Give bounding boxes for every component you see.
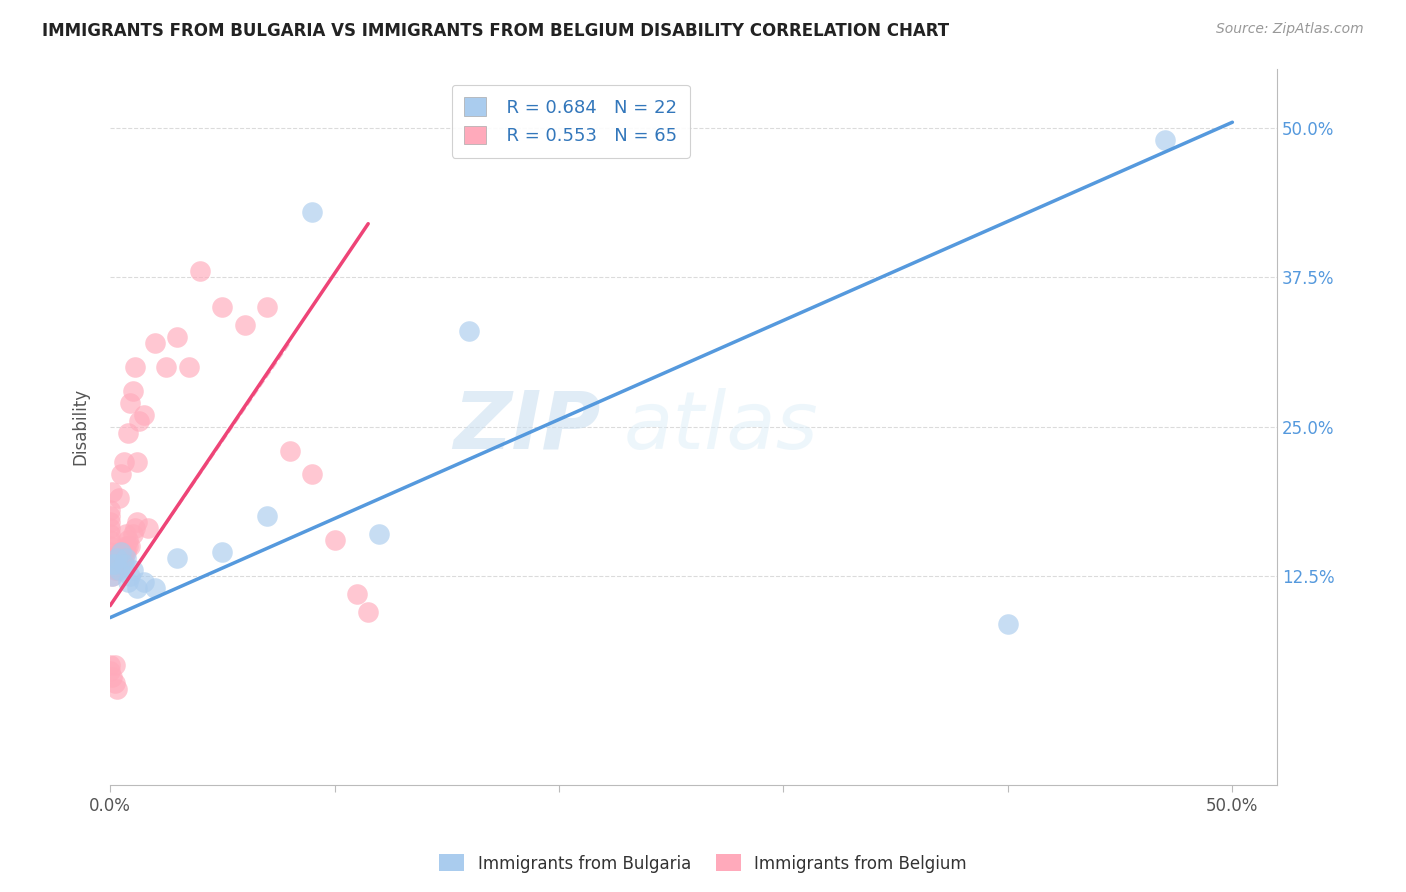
Point xyxy=(120,396,142,410)
Legend: Immigrants from Bulgaria, Immigrants from Belgium: Immigrants from Bulgaria, Immigrants fro… xyxy=(433,847,973,880)
Point xyxy=(98,503,121,517)
Point xyxy=(98,527,121,541)
Point xyxy=(188,264,211,278)
Point xyxy=(121,527,143,541)
Point xyxy=(132,574,155,589)
Point xyxy=(112,545,135,559)
Point xyxy=(121,563,143,577)
Point xyxy=(114,539,136,553)
Point xyxy=(301,467,323,482)
Point xyxy=(98,509,121,524)
Point xyxy=(323,533,346,547)
Point xyxy=(110,545,132,559)
Point xyxy=(136,521,159,535)
Point xyxy=(108,491,131,506)
Point xyxy=(117,425,139,440)
Point xyxy=(103,658,125,673)
Point xyxy=(166,330,188,344)
Point xyxy=(101,569,124,583)
Point xyxy=(357,605,380,619)
Point xyxy=(101,670,124,684)
Point xyxy=(346,587,368,601)
Point xyxy=(117,533,139,547)
Point xyxy=(125,581,148,595)
Point xyxy=(114,551,136,566)
Point xyxy=(301,204,323,219)
Point xyxy=(110,551,132,566)
Point xyxy=(124,521,146,535)
Point xyxy=(98,545,121,559)
Point xyxy=(143,336,166,351)
Point xyxy=(114,527,136,541)
Point xyxy=(143,581,166,595)
Point xyxy=(105,551,128,566)
Point xyxy=(101,569,124,583)
Point xyxy=(103,557,125,571)
Point xyxy=(120,539,142,553)
Point xyxy=(177,359,200,374)
Point xyxy=(103,557,125,571)
Point xyxy=(117,539,139,553)
Point xyxy=(105,557,128,571)
Point xyxy=(125,455,148,469)
Point xyxy=(458,324,481,338)
Point xyxy=(105,563,128,577)
Point xyxy=(368,527,391,541)
Point xyxy=(211,545,233,559)
Point xyxy=(108,557,131,571)
Point xyxy=(110,557,132,571)
Point xyxy=(112,551,135,566)
Point xyxy=(105,682,128,697)
Point xyxy=(98,521,121,535)
Point xyxy=(103,551,125,566)
Point xyxy=(997,616,1019,631)
Point xyxy=(101,485,124,500)
Point xyxy=(110,467,132,482)
Point xyxy=(98,551,121,566)
Point xyxy=(117,574,139,589)
Point xyxy=(112,455,135,469)
Point xyxy=(124,359,146,374)
Point xyxy=(120,569,142,583)
Text: Source: ZipAtlas.com: Source: ZipAtlas.com xyxy=(1216,22,1364,37)
Point xyxy=(108,545,131,559)
Text: atlas: atlas xyxy=(624,388,818,466)
Point xyxy=(233,318,256,333)
Point xyxy=(256,509,278,524)
Point xyxy=(211,300,233,314)
Point xyxy=(114,545,136,559)
Point xyxy=(98,557,121,571)
Point xyxy=(125,515,148,529)
Point xyxy=(98,658,121,673)
Point xyxy=(101,557,124,571)
Point xyxy=(103,563,125,577)
Point xyxy=(98,539,121,553)
Point xyxy=(110,545,132,559)
Point xyxy=(98,533,121,547)
Point xyxy=(98,515,121,529)
Point xyxy=(108,563,131,577)
Point xyxy=(132,408,155,422)
Point xyxy=(108,551,131,566)
Legend:   R = 0.684   N = 22,   R = 0.553   N = 65: R = 0.684 N = 22, R = 0.553 N = 65 xyxy=(451,85,690,158)
Point xyxy=(256,300,278,314)
Y-axis label: Disability: Disability xyxy=(72,388,89,466)
Point xyxy=(1154,133,1177,147)
Point xyxy=(98,665,121,679)
Point xyxy=(278,443,301,458)
Text: ZIP: ZIP xyxy=(453,388,600,466)
Point xyxy=(105,551,128,566)
Point xyxy=(166,551,188,566)
Point xyxy=(103,676,125,690)
Point xyxy=(121,384,143,398)
Point xyxy=(128,414,150,428)
Text: IMMIGRANTS FROM BULGARIA VS IMMIGRANTS FROM BELGIUM DISABILITY CORRELATION CHART: IMMIGRANTS FROM BULGARIA VS IMMIGRANTS F… xyxy=(42,22,949,40)
Point xyxy=(155,359,177,374)
Point xyxy=(112,557,135,571)
